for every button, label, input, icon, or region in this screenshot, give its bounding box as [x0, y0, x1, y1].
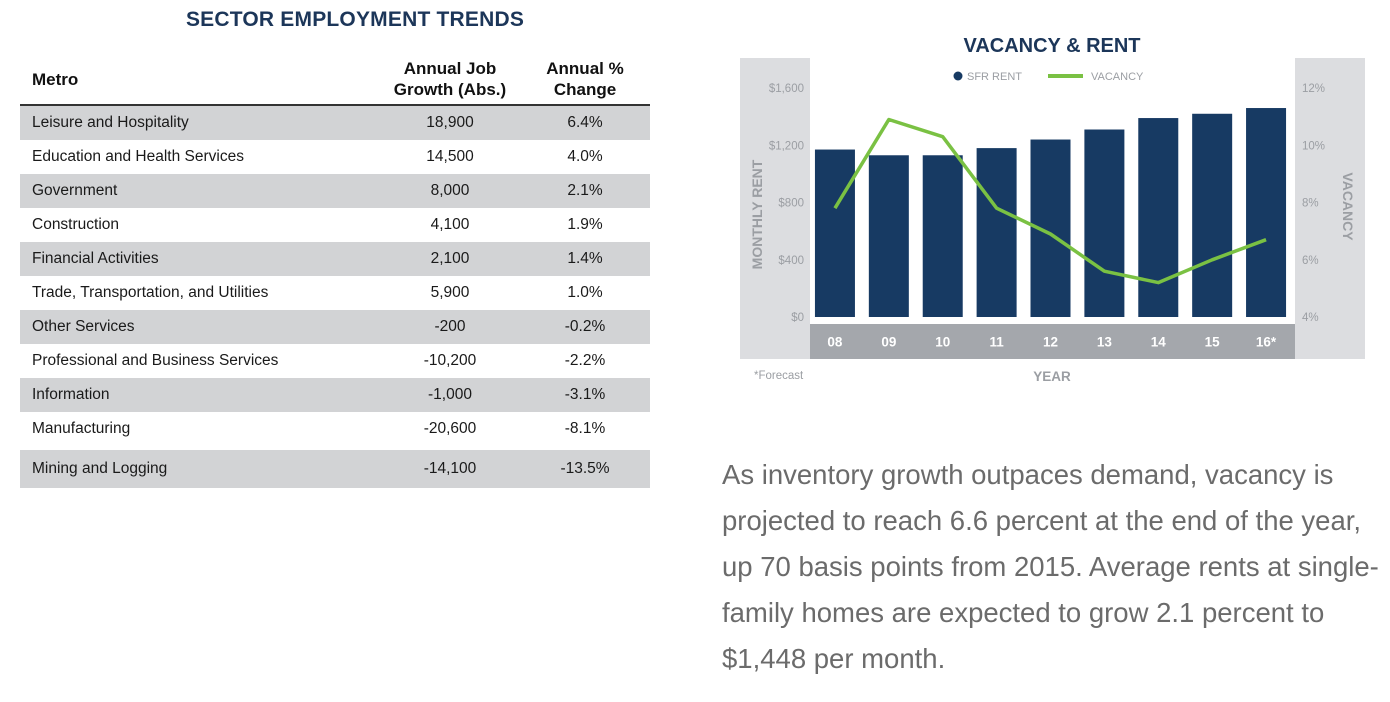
legend-bar-label: SFR RENT	[967, 71, 1022, 83]
row-growth-cell: 5,900	[430, 284, 470, 301]
row-metro-cell: Mining and Logging	[32, 460, 168, 477]
y2-tick-label: 8%	[1302, 198, 1319, 210]
table-body: Leisure and Hospitality 18,900 6.4% Educati…	[20, 106, 650, 488]
y2-axis-title: VACANCY	[1340, 172, 1356, 241]
rent-bar	[922, 155, 963, 317]
y-tick-label: $400	[778, 255, 804, 267]
row-growth-cell: -20,600	[423, 420, 477, 437]
table-row: Other Services -200 -0.2%	[20, 310, 650, 344]
row-change-cell: -8.1%	[564, 420, 606, 437]
legend-bar-swatch	[953, 71, 963, 81]
row-growth-cell: 4,100	[430, 216, 470, 233]
forecast-footnote: *Forecast	[754, 370, 804, 382]
rent-bar	[976, 148, 1017, 317]
header-change-line1: Annual %	[546, 59, 624, 78]
row-growth-cell: 2,100	[430, 250, 470, 267]
row-change-cell: 4.0%	[567, 148, 603, 165]
header-growth-line2: Growth (Abs.)	[393, 80, 507, 99]
table-header: Metro Annual Job Growth (Abs.) Annual % …	[20, 56, 650, 106]
row-change-cell: 1.4%	[567, 250, 603, 267]
row-growth-cell: 8,000	[430, 182, 470, 199]
table-row: Professional and Business Services -10,20…	[20, 344, 650, 378]
row-metro-cell: Financial Activities	[32, 250, 159, 267]
y-tick-label: $800	[778, 198, 804, 210]
x-tick-label: 13	[1097, 335, 1113, 350]
y-tick-label: $1,200	[769, 140, 804, 152]
x-tick-label: 08	[827, 335, 843, 350]
row-growth-cell: 18,900	[426, 114, 474, 131]
x-tick-label: 09	[881, 335, 896, 350]
rent-bar	[1246, 108, 1287, 317]
table-row: Information -1,000 -3.1%	[20, 378, 650, 412]
x-tick-label: 16*	[1256, 335, 1277, 350]
x-axis-title: YEAR	[1033, 369, 1071, 384]
x-tick-label: 15	[1205, 335, 1221, 350]
y2-tick-label: 4%	[1302, 312, 1319, 324]
summary-paragraph: As inventory growth outpaces demand, vac…	[722, 459, 1379, 674]
row-metro-cell: Leisure and Hospitality	[32, 114, 189, 131]
y2-tick-label: 6%	[1302, 255, 1319, 267]
rent-bar	[868, 155, 909, 317]
row-change-cell: 6.4%	[567, 114, 603, 131]
row-change-cell: -13.5%	[560, 460, 610, 477]
row-change-cell: 2.1%	[567, 182, 603, 199]
header-metro: Metro	[32, 70, 79, 89]
rent-bar	[1084, 129, 1125, 317]
rent-bar	[1192, 113, 1233, 317]
header-growth-line1: Annual Job	[403, 59, 497, 78]
row-metro-cell: Professional and Business Services	[32, 352, 279, 369]
x-tick-label: 12	[1043, 335, 1058, 350]
left-axis-band	[740, 58, 810, 359]
table-title: SECTOR EMPLOYMENT TRENDS	[185, 8, 525, 31]
row-change-cell: -2.2%	[564, 352, 606, 369]
row-growth-cell: -200	[434, 318, 466, 335]
table-row: Trade, Transportation, and Utilities 5,90…	[20, 276, 650, 310]
table-row: Education and Health Services 14,500 4.0%	[20, 140, 650, 174]
y-tick-label: $0	[791, 312, 804, 324]
x-tick-label: 10	[935, 335, 950, 350]
y2-tick-label: 12%	[1302, 83, 1325, 95]
table-row: Government 8,000 2.1%	[20, 174, 650, 208]
row-growth-cell: -1,000	[428, 386, 472, 403]
legend-line-label: VACANCY	[1091, 71, 1144, 83]
right-axis-band	[1295, 58, 1365, 359]
table-row: Mining and Logging -14,100 -13.5%	[20, 450, 650, 488]
row-change-cell: -0.2%	[564, 318, 606, 335]
table-row: Manufacturing -20,600 -8.1%	[20, 412, 650, 446]
rent-bar	[814, 149, 855, 317]
row-metro-cell: Manufacturing	[32, 420, 131, 437]
row-growth-cell: -10,200	[423, 352, 477, 369]
x-axis-band	[810, 324, 1295, 359]
x-tick-label: 14	[1151, 335, 1167, 350]
table-row: Construction 4,100 1.9%	[20, 208, 650, 242]
x-tick-label: 11	[989, 335, 1004, 350]
row-metro-cell: Education and Health Services	[32, 148, 244, 165]
row-metro-cell: Government	[32, 182, 118, 199]
header-annual-job-growth: Annual Job Growth (Abs.)	[370, 58, 530, 100]
vacancy-line	[833, 117, 1267, 285]
header-annual-change: Annual % Change	[520, 58, 650, 100]
row-change-cell: -3.1%	[564, 386, 606, 403]
row-metro-cell: Trade, Transportation, and Utilities	[32, 284, 269, 301]
chart-canvas: VACANCY & RENT SFR RENT VACANCY $0 $400 $800 $…	[740, 35, 1365, 384]
row-change-cell: 1.0%	[567, 284, 603, 301]
row-metro-cell: Other Services	[32, 318, 135, 335]
table-row: Leisure and Hospitality 18,900 6.4%	[20, 106, 650, 140]
row-growth-cell: 14,500	[426, 148, 474, 165]
y-tick-label: $1,600	[769, 83, 804, 95]
row-metro-cell: Information	[32, 386, 110, 403]
chart-title: VACANCY & RENT	[963, 35, 1140, 57]
row-change-cell: 1.9%	[567, 216, 603, 233]
row-metro-cell: Construction	[32, 216, 120, 233]
table-row: Financial Activities 2,100 1.4%	[20, 242, 650, 276]
row-growth-cell: -14,100	[423, 460, 477, 477]
vacancy-rent-chart: VACANCY & RENT SFR RENT VACANCY $0 $400 $800 $…	[740, 30, 1370, 400]
header-change-line2: Change	[553, 80, 617, 99]
rent-bar	[1138, 118, 1179, 318]
y2-tick-label: 10%	[1302, 140, 1325, 152]
y-axis-title: MONTHLY RENT	[749, 159, 765, 269]
